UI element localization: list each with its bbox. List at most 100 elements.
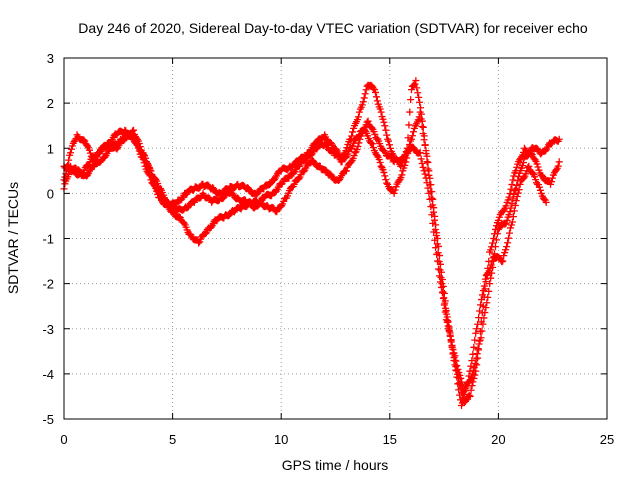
x-tick-label: 25 <box>600 432 614 447</box>
data-point <box>405 121 413 129</box>
data-point <box>534 163 542 171</box>
data-point <box>502 246 510 254</box>
data-point <box>390 189 398 197</box>
data-point <box>430 228 438 236</box>
data-point <box>322 167 330 175</box>
data-point <box>372 88 380 96</box>
data-point <box>447 336 455 344</box>
data-point <box>506 190 514 198</box>
data-point <box>465 377 473 385</box>
data-point <box>472 329 480 337</box>
data-point <box>454 380 462 388</box>
data-point <box>195 239 203 247</box>
y-tick-label: 2 <box>47 96 54 111</box>
data-point <box>147 167 155 175</box>
y-tick-label: 1 <box>47 141 54 156</box>
data-point <box>467 362 475 370</box>
data-point <box>433 250 441 258</box>
data-point <box>513 181 521 189</box>
data-point <box>479 287 487 295</box>
data-point <box>424 159 432 167</box>
data-point <box>470 364 478 372</box>
data-point <box>353 146 361 154</box>
data-points <box>60 77 563 409</box>
data-point <box>489 239 497 247</box>
data-point <box>451 352 459 360</box>
data-point <box>420 167 428 175</box>
data-point <box>505 234 513 242</box>
data-point <box>510 190 518 198</box>
data-point <box>91 155 99 163</box>
data-point <box>457 374 465 382</box>
data-point <box>120 137 128 145</box>
y-tick-label: -3 <box>42 322 54 337</box>
data-point <box>438 289 446 297</box>
x-axis-label: GPS time / hours <box>282 457 389 473</box>
data-point <box>439 295 447 303</box>
data-point <box>519 162 527 170</box>
data-point <box>449 346 457 354</box>
data-point <box>493 230 501 238</box>
data-point <box>270 176 278 184</box>
data-point <box>483 299 491 307</box>
data-point <box>519 159 527 167</box>
data-point <box>408 135 416 143</box>
data-point <box>409 128 417 136</box>
data-point <box>440 301 448 309</box>
data-point <box>67 149 75 157</box>
y-tick-label: -5 <box>42 412 54 427</box>
data-point <box>512 185 520 193</box>
data-point <box>425 189 433 197</box>
data-point <box>555 135 563 143</box>
data-point <box>373 97 381 105</box>
data-point <box>468 370 476 378</box>
data-point <box>202 229 210 237</box>
data-point <box>377 108 385 116</box>
data-point <box>459 395 467 403</box>
data-point <box>354 113 362 121</box>
data-point <box>360 94 368 102</box>
data-point <box>141 154 149 162</box>
data-point <box>494 216 502 224</box>
data-point <box>520 174 528 182</box>
data-point <box>467 373 475 381</box>
data-point <box>516 180 524 188</box>
y-tick-label: -4 <box>42 367 54 382</box>
data-point <box>422 174 430 182</box>
series-0 <box>60 77 563 406</box>
data-point <box>290 169 298 177</box>
data-point <box>381 172 389 180</box>
data-point <box>84 142 92 150</box>
data-point <box>348 132 356 140</box>
data-point <box>481 275 489 283</box>
data-point <box>498 258 506 266</box>
data-point <box>397 162 405 170</box>
data-point <box>492 236 500 244</box>
data-point <box>417 155 425 163</box>
data-point <box>478 291 486 299</box>
data-point <box>448 341 456 349</box>
data-point <box>479 320 487 328</box>
series-2 <box>60 117 563 396</box>
data-point <box>401 161 409 169</box>
data-point <box>175 213 183 221</box>
data-point <box>477 301 485 309</box>
data-point <box>406 108 414 116</box>
data-point <box>371 130 379 138</box>
data-point <box>65 156 73 164</box>
data-point <box>499 257 507 265</box>
data-point <box>391 186 399 194</box>
data-point <box>136 143 144 151</box>
data-point <box>411 80 419 88</box>
data-point <box>460 388 468 396</box>
data-point <box>491 250 499 258</box>
data-point <box>481 309 489 317</box>
data-point <box>504 239 512 247</box>
data-point <box>486 280 494 288</box>
data-point <box>509 176 517 184</box>
data-point <box>375 155 383 163</box>
data-point <box>342 167 350 175</box>
data-point <box>416 108 424 116</box>
data-point <box>290 180 298 188</box>
data-point <box>86 149 94 157</box>
